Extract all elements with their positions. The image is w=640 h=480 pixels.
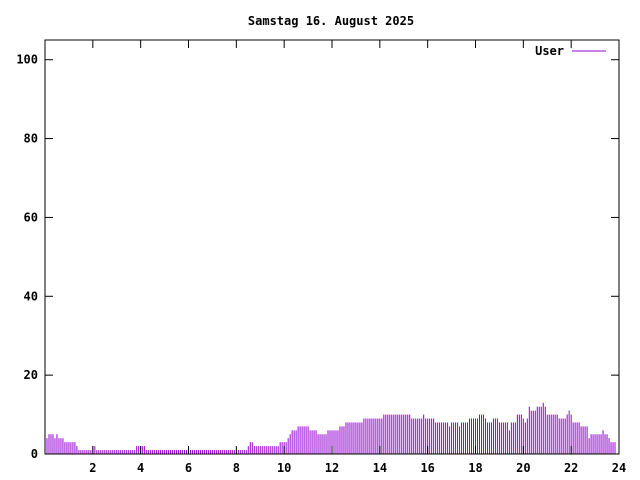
y-tick-label: 20 (24, 368, 38, 382)
x-tick-label: 24 (612, 461, 626, 475)
x-tick-label: 18 (468, 461, 482, 475)
bars (46, 402, 616, 454)
y-tick-label: 40 (24, 289, 38, 303)
x-tick-label: 2 (89, 461, 96, 475)
x-tick-label: 8 (233, 461, 240, 475)
y-tick-label: 60 (24, 210, 38, 224)
x-tick-label: 6 (185, 461, 192, 475)
x-tick-label: 10 (277, 461, 291, 475)
axis-ticks (45, 40, 620, 455)
y-tick-label: 100 (16, 53, 38, 67)
x-tick-labels: 2 4 6 8 10 12 14 16 18 20 22 24 (89, 461, 626, 475)
x-tick-label: 22 (564, 461, 578, 475)
x-tick-label: 16 (420, 461, 434, 475)
x-tick-label: 14 (373, 461, 387, 475)
y-tick-labels: 0 20 40 60 80 100 (16, 53, 38, 461)
chart-title: Samstag 16. August 2025 (248, 14, 414, 28)
y-tick-label: 80 (24, 132, 38, 146)
x-tick-label: 4 (137, 461, 144, 475)
legend-label: User (535, 44, 564, 58)
plot-frame (44, 39, 620, 455)
x-tick-label: 20 (516, 461, 530, 475)
y-tick-label: 0 (31, 447, 38, 461)
x-tick-label: 12 (325, 461, 339, 475)
legend: User (535, 44, 606, 58)
